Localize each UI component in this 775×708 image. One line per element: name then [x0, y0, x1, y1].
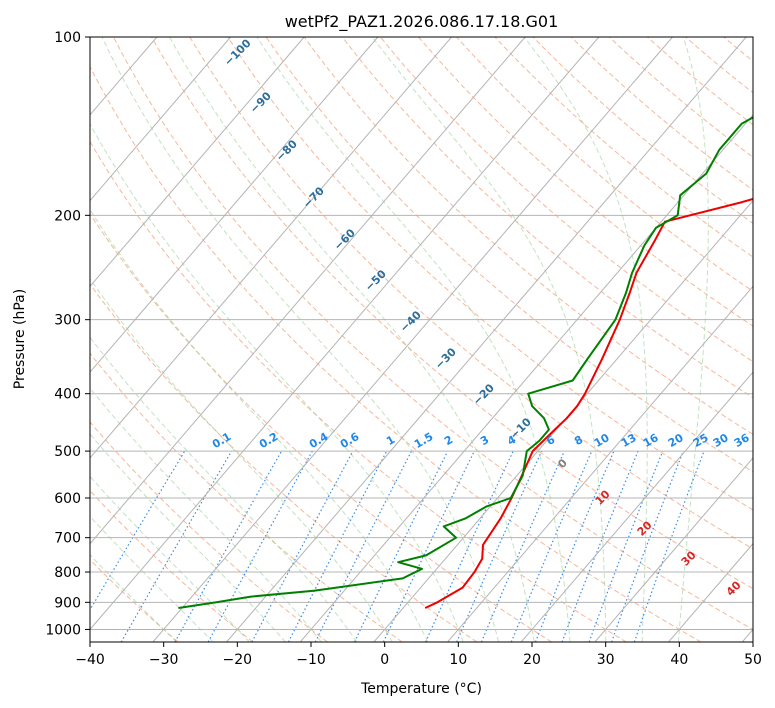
x-tick-label: 30 — [597, 652, 615, 668]
dry-adiabat — [151, 37, 753, 590]
isotherm-line — [90, 37, 379, 373]
x-tick-label: −20 — [223, 652, 253, 668]
x-tick-label: −30 — [149, 652, 179, 668]
dry-adiabat — [90, 65, 702, 642]
dry-adiabat — [113, 37, 753, 631]
x-tick-label: −10 — [296, 652, 326, 668]
y-tick-label: 300 — [54, 313, 81, 329]
moist-adiabat — [90, 475, 250, 642]
isotherm-line — [594, 457, 753, 642]
mixing-ratio-line — [207, 450, 313, 642]
moist-adiabat — [677, 37, 709, 642]
mixing-ratio-line — [314, 450, 413, 642]
moist-adiabat — [90, 123, 464, 642]
moist-adiabat — [90, 208, 429, 642]
dry-adiabat — [90, 489, 254, 642]
y-tick-label: 500 — [54, 444, 81, 460]
dry-adiabat — [227, 37, 753, 511]
x-tick-label: 20 — [523, 652, 541, 668]
y-tick-label: 900 — [54, 595, 81, 611]
dry-adiabat — [90, 212, 552, 642]
isotherm-line — [226, 37, 747, 642]
isotherm-line — [90, 37, 452, 459]
x-axis-label: Temperature (°C) — [360, 681, 482, 697]
profile-series — [178, 116, 753, 609]
dry-adiabat — [90, 283, 478, 642]
mixing-ratio-line — [588, 450, 664, 642]
moist-adiabat — [90, 336, 358, 642]
moist-adiabat — [101, 37, 500, 642]
x-tick-label: 0 — [380, 652, 389, 668]
x-axis-ticks: −40 −30 −20 −10 0 10 20 30 40 50 — [75, 642, 762, 668]
moist-adiabat — [90, 278, 393, 642]
series-line-1 — [424, 197, 753, 609]
isotherm-line — [90, 37, 231, 202]
moist-adiabat — [523, 37, 648, 642]
y-tick-label: 800 — [54, 565, 81, 581]
mixing-ratio-line — [174, 450, 283, 642]
mixing-ratio-line — [561, 450, 639, 642]
dry-adiabat — [90, 140, 627, 642]
moist-adiabat — [90, 554, 177, 642]
dry-adiabat — [380, 37, 753, 363]
mixing-ratio-line — [353, 450, 449, 642]
isotherm-line — [520, 371, 753, 642]
isotherm-line — [90, 37, 526, 545]
dry-adiabat — [341, 37, 753, 399]
y-tick-label: 700 — [54, 531, 81, 547]
moist-adiabat — [90, 387, 322, 642]
dry-adiabat — [265, 37, 753, 473]
y-axis-label: Pressure (hPa) — [12, 289, 28, 389]
chart-title: wetPf2_PAZ1.2026.086.17.18.G01 — [285, 12, 559, 32]
grid-lines — [90, 37, 753, 642]
y-tick-label: 200 — [54, 208, 81, 224]
dry-adiabat — [570, 37, 753, 191]
isotherm-line — [90, 37, 305, 288]
y-axis-ticks: 100 200 300 400 500 600 700 800 900 1000 — [45, 30, 90, 638]
mixing-ratio-line — [633, 450, 705, 642]
isotherm-line — [299, 114, 753, 642]
series-line-2 — [178, 116, 753, 609]
dry-adiabat — [418, 37, 753, 327]
mixing-ratio-line — [534, 450, 615, 642]
mixing-ratio-line — [456, 450, 543, 642]
moist-adiabat — [90, 433, 286, 642]
mixing-ratio-line — [510, 450, 593, 642]
isotherm-line — [447, 285, 753, 642]
background-lines — [90, 37, 753, 642]
x-tick-label: 10 — [449, 652, 467, 668]
mixing-ratio-line — [611, 450, 684, 642]
isotherm-line — [90, 37, 600, 631]
plot-frame — [89, 36, 754, 643]
x-tick-label: 50 — [744, 652, 762, 668]
y-tick-label: 600 — [54, 491, 81, 507]
dry-adiabat — [494, 37, 753, 258]
x-tick-label: 40 — [670, 652, 688, 668]
isotherm-line — [152, 37, 673, 642]
dry-adiabat — [189, 37, 753, 550]
isotherm-line — [373, 199, 753, 642]
y-tick-label: 400 — [54, 387, 81, 403]
x-tick-label: −40 — [75, 652, 105, 668]
mixing-ratio-line — [251, 450, 354, 642]
moist-adiabat — [90, 515, 214, 642]
y-tick-label: 100 — [54, 30, 81, 46]
y-tick-label: 1000 — [45, 622, 81, 638]
moist-adiabat — [169, 37, 535, 642]
